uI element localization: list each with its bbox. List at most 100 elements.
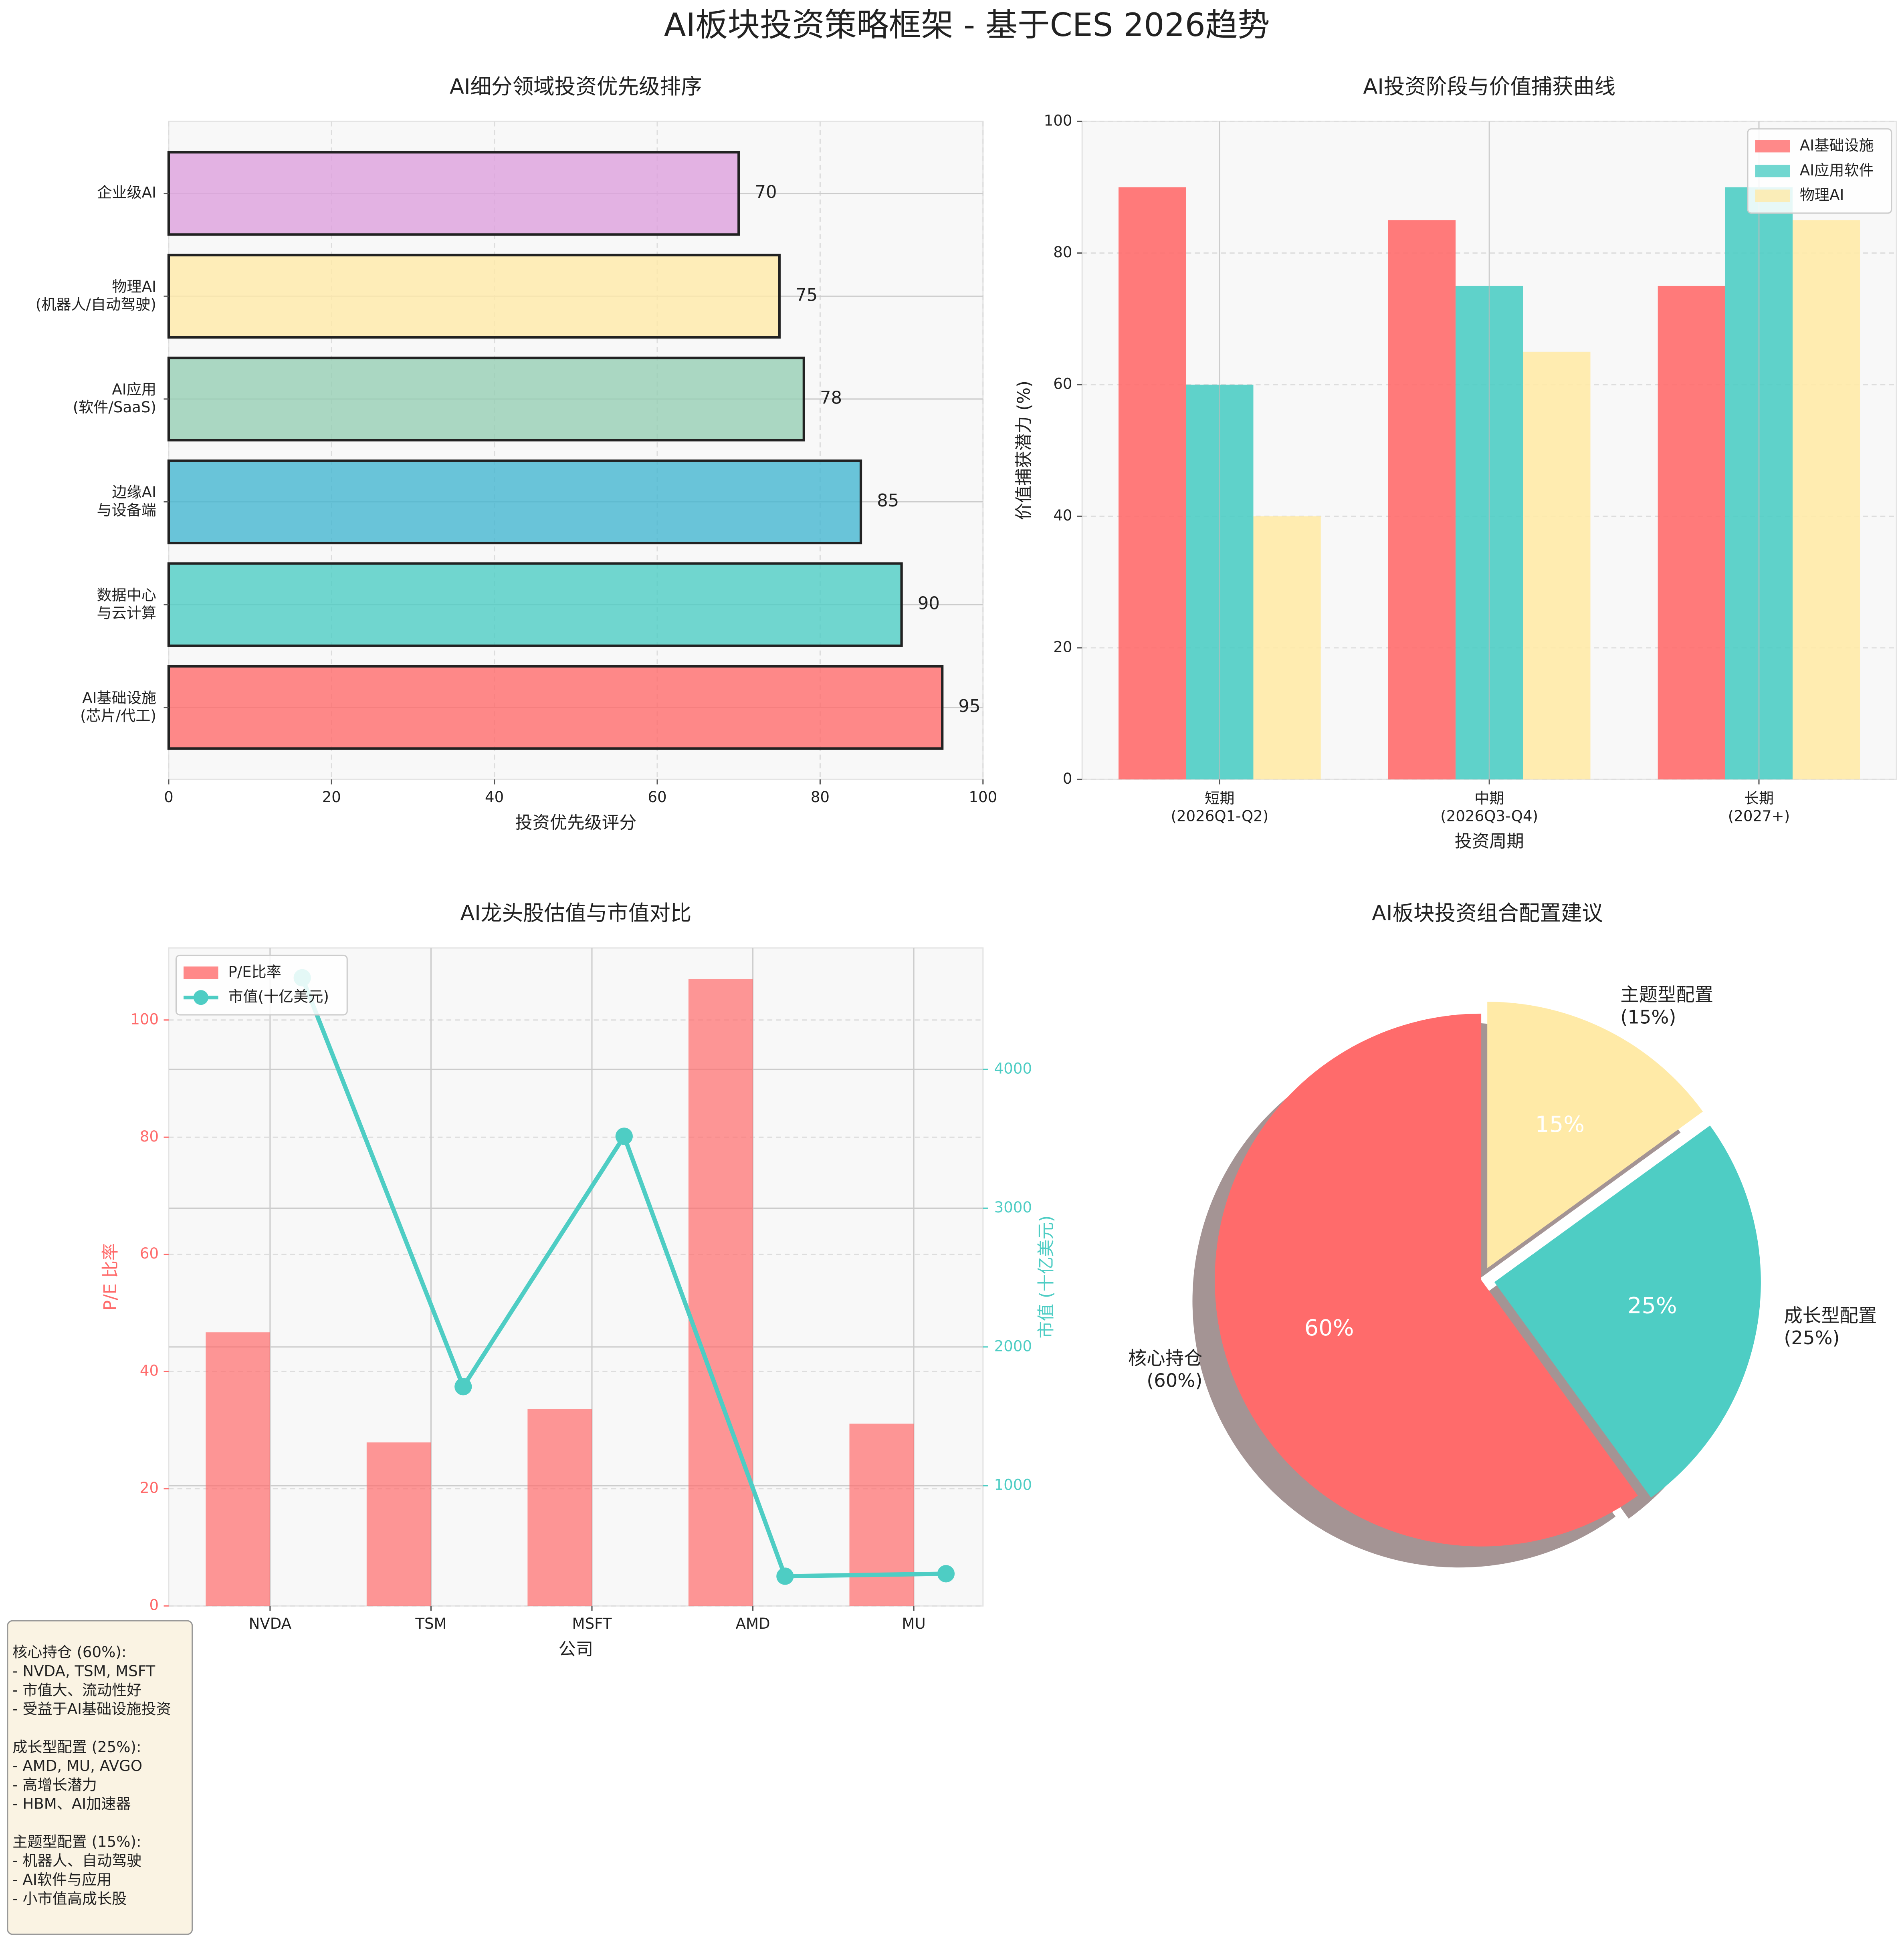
x-tick-label: 60 xyxy=(648,789,666,806)
y-tick-label: 0 xyxy=(149,1597,159,1614)
axes-title: AI细分领域投资优先级排序 xyxy=(450,75,702,99)
text-box-line: - HBM、AI加速器 xyxy=(12,1795,131,1813)
bar xyxy=(206,1332,270,1606)
slice-label: 主题型配置(15%) xyxy=(1620,984,1713,1028)
text-box-line: - 市值大、流动性好 xyxy=(12,1682,141,1699)
text-box xyxy=(7,1620,193,1935)
y-axis-label: P/E 比率 xyxy=(101,1243,121,1311)
axes-title: AI板块投资组合配置建议 xyxy=(1372,901,1603,926)
y2-tick-label: 1000 xyxy=(994,1476,1032,1494)
y-tick-label: 物理AI (机器人/自动驾驶) xyxy=(36,278,156,313)
value-label: 75 xyxy=(796,285,818,305)
y2-tick-label: 4000 xyxy=(994,1060,1032,1077)
bar xyxy=(167,459,862,544)
bar xyxy=(366,1442,431,1606)
legend-label: AI基础设施 xyxy=(1800,137,1874,154)
text-box-line: - 小市值高成长股 xyxy=(12,1890,127,1907)
x-tick-label: 0 xyxy=(164,789,174,806)
y-tick-label: 20 xyxy=(1053,638,1072,655)
bar xyxy=(167,254,781,339)
bar xyxy=(167,357,805,442)
y-tick-label: 20 xyxy=(140,1479,159,1496)
x-tick-label: MU xyxy=(902,1615,926,1632)
y2-axis-label: 市值 (十亿美元) xyxy=(1036,1215,1056,1338)
x-tick-label: AMD xyxy=(736,1615,770,1632)
bar xyxy=(167,151,740,236)
value-label: 85 xyxy=(877,491,899,511)
y2-tick-label: 2000 xyxy=(994,1337,1032,1355)
x-tick-label: 中期(2026Q3-Q4) xyxy=(1440,790,1538,825)
y-tick-label: 60 xyxy=(140,1245,159,1262)
x-tick-label: 100 xyxy=(969,789,997,806)
axes-title: AI龙头股估值与市值对比 xyxy=(460,901,691,926)
slice-value-label: 60% xyxy=(1304,1315,1354,1341)
bar xyxy=(849,1424,914,1606)
x-tick-label: 40 xyxy=(485,789,504,806)
slice-label: 核心持仓(60%) xyxy=(1128,1347,1203,1391)
x-tick-label: 短期(2026Q1-Q2) xyxy=(1171,790,1268,825)
y-tick-label: AI基础设施(芯片/代工) xyxy=(80,689,156,724)
text-box-line: - 高增长潜力 xyxy=(12,1776,97,1793)
bar xyxy=(1658,286,1725,780)
x-axis-label: 投资优先级评分 xyxy=(515,813,636,833)
y-tick-label: 80 xyxy=(1053,244,1072,261)
pie-slice xyxy=(1215,1013,1638,1547)
y-tick-label: 40 xyxy=(1053,507,1072,524)
text-box-line: - AMD, MU, AVGO xyxy=(12,1757,142,1775)
y-tick-label: 企业级AI xyxy=(97,184,156,201)
y-tick-label: 100 xyxy=(1044,112,1072,129)
text-box-line: - AI软件与应用 xyxy=(12,1871,111,1888)
pie-slice xyxy=(1494,1125,1761,1498)
value-label: 70 xyxy=(755,182,777,202)
legend-swatch xyxy=(184,966,218,979)
x-tick-label: 长期(2027+) xyxy=(1728,790,1790,825)
axes-title: AI投资阶段与价值捕获曲线 xyxy=(1363,75,1615,99)
text-box-line: - 受益于AI基础设施投资 xyxy=(12,1700,171,1718)
bar xyxy=(1793,220,1860,780)
line-marker xyxy=(937,1565,955,1583)
y-tick-label: 80 xyxy=(140,1128,159,1145)
legend-swatch xyxy=(1755,165,1790,177)
y-tick-label: 60 xyxy=(1053,375,1072,392)
y-axis-label: 价值捕获潜力 (%) xyxy=(1014,381,1034,520)
y-tick-label: 边缘AI 与设备端 xyxy=(97,484,156,519)
x-axis-label: 投资周期 xyxy=(1455,832,1524,852)
value-label: 90 xyxy=(918,594,940,614)
legend-box xyxy=(175,954,348,1016)
line-marker xyxy=(615,1127,633,1145)
line-marker xyxy=(776,1567,794,1585)
legend-marker xyxy=(193,990,208,1005)
y2-tick-label: 3000 xyxy=(994,1199,1032,1216)
bar xyxy=(167,665,944,750)
legend-label: AI应用软件 xyxy=(1800,161,1874,179)
value-label: 78 xyxy=(820,388,842,408)
text-box-line: 核心持仓 (60%): xyxy=(12,1644,126,1661)
pie-slice xyxy=(1487,1002,1703,1268)
legend-label: 物理AI xyxy=(1800,186,1844,204)
x-tick-label: 80 xyxy=(811,789,830,806)
text-box-line: - 机器人、自动驾驶 xyxy=(12,1852,141,1869)
x-tick-label: NVDA xyxy=(249,1615,292,1632)
y-tick-label: 数据中心与云计算 xyxy=(97,586,156,621)
bar xyxy=(1388,220,1456,780)
slice-value-label: 25% xyxy=(1627,1293,1677,1319)
value-label: 95 xyxy=(958,696,980,716)
x-axis-label: 公司 xyxy=(559,1640,594,1660)
text-box-line: 主题型配置 (15%): xyxy=(12,1833,141,1850)
text-box-line: 成长型配置 (25%): xyxy=(12,1738,141,1756)
line-marker xyxy=(454,1378,472,1396)
legend-label: 市值(十亿美元) xyxy=(228,988,329,1005)
x-tick-label: 20 xyxy=(322,789,341,806)
bar xyxy=(1523,351,1591,780)
figure-title: AI板块投资策略框架 - 基于CES 2026趋势 xyxy=(664,6,1270,44)
y-tick-label: 100 xyxy=(130,1010,159,1028)
text-box-line: - NVDA, TSM, MSFT xyxy=(12,1662,155,1680)
bar xyxy=(527,1409,592,1606)
legend-swatch xyxy=(1755,190,1790,202)
slice-value-label: 15% xyxy=(1535,1111,1585,1137)
y-tick-label: AI应用(软件/SaaS) xyxy=(73,381,156,416)
legend-swatch xyxy=(1755,140,1790,153)
bar xyxy=(1119,187,1186,780)
